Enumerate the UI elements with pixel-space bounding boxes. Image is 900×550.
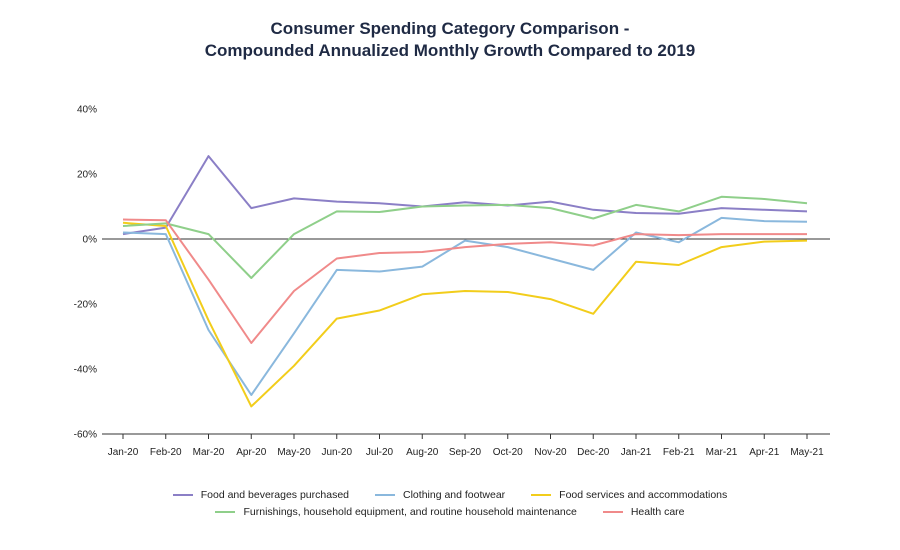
series-line-5 — [122, 218, 807, 344]
x-tick-label: Feb-20 — [150, 447, 182, 458]
x-tick-label: Mar-20 — [193, 447, 225, 458]
x-tick-label: Jul-20 — [366, 447, 394, 458]
legend-item-food-beverages: Food and beverages purchased — [172, 488, 350, 501]
x-tick-label: May-21 — [790, 447, 824, 458]
chart-title: Consumer Spending Category Comparison - … — [0, 18, 900, 62]
y-tick-label: -60% — [74, 430, 97, 441]
legend-label: Food services and accommodations — [559, 488, 728, 501]
y-tick-label: -20% — [74, 300, 97, 311]
y-tick-label: 0% — [83, 235, 98, 246]
legend-item-food-services: Food services and accommodations — [531, 489, 727, 501]
chart-title-line2: Compounded Annualized Monthly Growth Com… — [204, 41, 696, 60]
legend-label: Food and beverages purchased — [200, 488, 350, 501]
x-tick-label: Jun-20 — [321, 447, 352, 458]
legend-row-1: Food and beverages purchased Clothing an… — [0, 486, 900, 503]
legend-label: Health care — [630, 505, 685, 518]
x-tick-label: Jan-20 — [108, 447, 139, 458]
chart-legend: Food and beverages purchased Clothing an… — [0, 486, 900, 520]
x-tick-label: May-20 — [277, 447, 311, 458]
y-tick-label: 40% — [77, 105, 97, 116]
x-tick-label: Feb-21 — [663, 447, 695, 458]
legend-row-2: Furnishings, household equipment, and ro… — [0, 503, 900, 520]
x-tick-label: Oct-20 — [493, 447, 523, 458]
x-tick-label: Dec-20 — [577, 447, 610, 458]
legend-label: Clothing and footwear — [403, 488, 506, 501]
legend-item-clothing: Clothing and footwear — [375, 489, 505, 501]
x-tick-label: Sep-20 — [449, 447, 482, 458]
legend-swatch — [215, 510, 236, 513]
x-tick-label: Nov-20 — [534, 447, 567, 458]
chart-series-lines — [122, 155, 808, 408]
legend-swatch — [531, 493, 552, 496]
y-tick-label: 20% — [77, 170, 97, 181]
series-line-4 — [122, 195, 808, 279]
x-tick-label: Mar-21 — [706, 447, 738, 458]
chart-title-line1: Consumer Spending Category Comparison - — [270, 19, 630, 38]
x-tick-label: Apr-21 — [749, 447, 779, 458]
x-tick-label: Apr-20 — [236, 447, 266, 458]
legend-swatch — [602, 510, 623, 513]
series-line-1 — [122, 155, 808, 236]
x-tick-label: Aug-20 — [406, 447, 439, 458]
legend-label: Furnishings, household equipment, and ro… — [243, 505, 577, 518]
chart-axes: 40% 20% 0% -20% -40% -60% Jan-20 Feb-20 Mar-20 Ap… — [74, 105, 830, 458]
legend-item-health-care: Health care — [602, 505, 685, 518]
x-tick-label: Jan-21 — [621, 447, 652, 458]
series-line-3 — [122, 221, 808, 408]
legend-swatch — [375, 493, 396, 496]
legend-swatch — [172, 493, 193, 496]
legend-item-furnishings: Furnishings, household equipment, and ro… — [215, 505, 577, 518]
y-tick-label: -40% — [74, 365, 97, 376]
